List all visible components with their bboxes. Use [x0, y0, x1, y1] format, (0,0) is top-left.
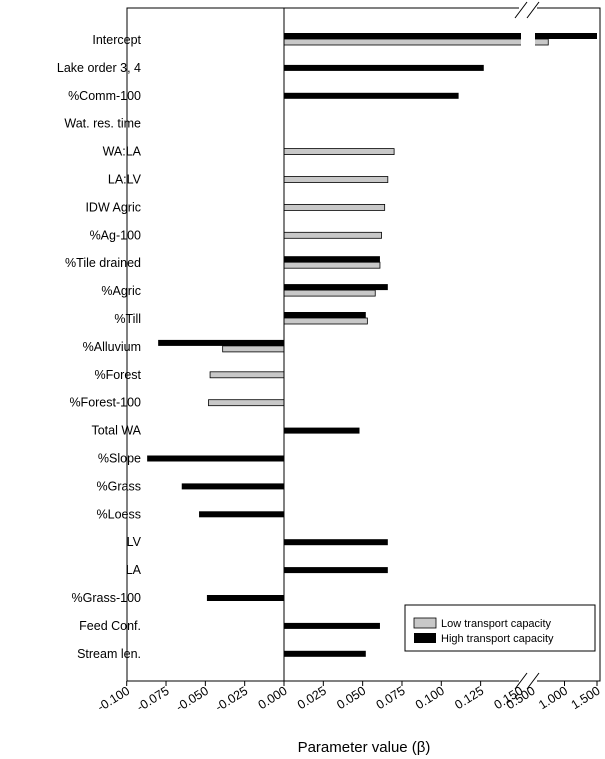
x-tick-label: 1.000 — [536, 684, 570, 712]
category-label: Total WA — [91, 424, 141, 438]
category-label: %Agric — [101, 284, 141, 298]
category-label: LA — [126, 563, 142, 577]
legend: Low transport capacity High transport ca… — [404, 604, 596, 652]
bar-low-transport — [283, 261, 381, 269]
bar-low-transport — [209, 371, 285, 379]
legend-swatch-low — [413, 617, 437, 629]
category-label: %Forest-100 — [69, 396, 141, 410]
category-label: Feed Conf. — [79, 619, 141, 633]
bar-high-transport — [199, 511, 284, 518]
bar-high-transport — [158, 339, 284, 346]
bar-low-transport — [283, 203, 386, 211]
bar-low-transport — [283, 289, 376, 297]
legend-label-high: High transport capacity — [441, 633, 554, 645]
bar-low-transport — [222, 345, 285, 353]
category-label: %Till — [114, 312, 141, 326]
legend-label-low: Low transport capacity — [441, 618, 552, 630]
category-label: %Tile drained — [65, 256, 141, 270]
category-label: %Slope — [98, 452, 141, 466]
x-tick-label: 0.125 — [452, 684, 486, 712]
bar-high-transport — [284, 312, 366, 318]
bar-high-transport — [206, 595, 284, 601]
category-label: %Grass-100 — [72, 591, 142, 605]
legend-swatch-high — [414, 633, 436, 643]
bar-high-transport — [284, 427, 360, 434]
category-label: LV — [127, 535, 142, 549]
bar-low-transport — [283, 148, 395, 156]
bar-low-transport — [283, 176, 389, 183]
category-label: %Forest — [94, 368, 141, 382]
x-tick-label: 0.025 — [295, 684, 329, 712]
category-label: %Alluvium — [83, 340, 141, 354]
x-tick-label: 1.500 — [569, 684, 603, 712]
intercept-break-gap — [521, 28, 535, 50]
category-label: Intercept — [92, 33, 141, 47]
bar-high-transport — [284, 256, 380, 263]
category-label: WA:LA — [103, 145, 142, 159]
x-tick-label: 0.000 — [256, 684, 290, 712]
category-label: Stream len. — [77, 647, 141, 661]
axis-break-top — [514, 1, 540, 19]
bar-low-transport — [283, 231, 382, 239]
x-tick-label: -0.050 — [173, 684, 211, 715]
x-tick-label: 0.100 — [413, 684, 447, 712]
category-label: %Grass — [97, 479, 141, 493]
bar-high-transport — [181, 483, 284, 490]
bar-low-transport — [283, 317, 368, 325]
bar-high-transport — [284, 622, 380, 629]
axis-break-bottom — [514, 672, 540, 690]
category-label: IDW Agric — [85, 200, 141, 214]
bar-low-transport — [208, 399, 285, 407]
x-axis-label: Parameter value (β) — [298, 739, 431, 756]
bar-high-transport — [284, 284, 388, 291]
bar-high-transport — [284, 33, 597, 39]
x-tick-label: -0.075 — [134, 684, 172, 715]
bar-high-transport — [284, 539, 388, 546]
bar-high-transport — [284, 567, 388, 574]
bar-high-transport — [284, 650, 366, 657]
bar-high-transport — [284, 64, 484, 71]
category-label: Lake order 3, 4 — [57, 61, 141, 75]
bar-high-transport — [284, 92, 459, 99]
x-tick-label: -0.025 — [213, 684, 251, 715]
category-label: LA:LV — [108, 173, 142, 187]
category-label: %Ag-100 — [90, 228, 141, 242]
legend-box — [404, 604, 596, 652]
category-label: %Loess — [97, 507, 141, 521]
x-tick-label: -0.100 — [95, 684, 133, 715]
bar-low-transport — [283, 38, 549, 46]
category-label: Wat. res. time — [64, 117, 141, 131]
x-tick-label: 0.075 — [374, 684, 408, 712]
category-labels: Intercept Lake order 3, 4 %Comm-100 Wat. re… — [57, 33, 142, 661]
category-label: %Comm-100 — [68, 89, 141, 103]
x-tick-label: 0.050 — [334, 684, 368, 712]
bar-high-transport — [147, 455, 284, 462]
